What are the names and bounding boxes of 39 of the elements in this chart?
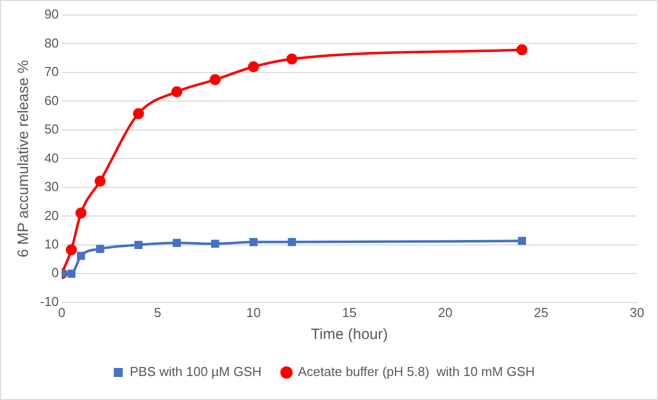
y-tick-label: 0 — [52, 265, 59, 280]
legend-label: Acetate buffer (pH 5.8) with 10 mM GSH — [298, 364, 535, 380]
point — [172, 238, 181, 247]
x-tick-label: 20 — [438, 304, 452, 320]
point — [211, 240, 220, 248]
y-tick-label: 90 — [44, 6, 59, 22]
legend-label: PBS with 100 µM GSH — [130, 364, 262, 380]
y-tick-label: 50 — [44, 122, 59, 137]
point — [516, 44, 528, 56]
point — [518, 236, 526, 245]
point — [66, 244, 77, 256]
point — [132, 108, 144, 120]
x-axis-title: Time (hour) — [310, 326, 388, 344]
y-tick-label: 40 — [44, 150, 59, 166]
x-tick-label: 5 — [154, 304, 162, 320]
y-tick-label: 30 — [44, 179, 59, 194]
y-tick-label: 80 — [44, 35, 59, 50]
x-tick-label: 30 — [630, 304, 644, 320]
point — [288, 238, 296, 246]
point — [75, 208, 86, 219]
x-tick-label: 10 — [246, 304, 261, 320]
x-tick-label: 15 — [342, 304, 357, 320]
y-tick-label: 10 — [44, 236, 59, 252]
point — [210, 74, 221, 86]
point — [248, 61, 260, 72]
point — [249, 238, 258, 246]
point — [94, 176, 106, 187]
point — [96, 244, 104, 253]
y-tick-label: 20 — [44, 208, 59, 223]
point — [286, 53, 298, 64]
x-tick-label: 25 — [534, 304, 548, 320]
y-tick-label: 70 — [44, 64, 59, 80]
point — [171, 86, 182, 98]
y-tick-label: 60 — [44, 92, 59, 108]
point — [67, 270, 76, 278]
y-axis-title: 6 MP accumulative release % — [15, 60, 32, 258]
point — [76, 252, 85, 260]
y-tick-label: -10 — [40, 294, 59, 309]
point — [134, 240, 143, 249]
